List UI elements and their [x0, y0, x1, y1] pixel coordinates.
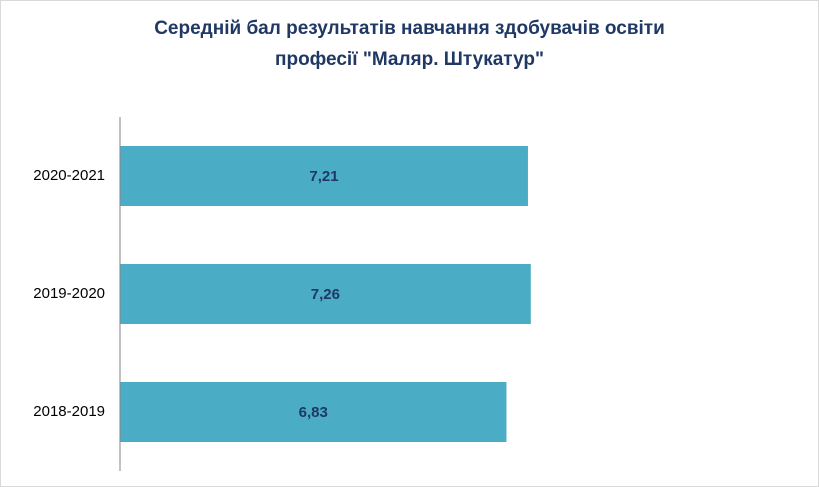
y-tick-label: 2020-2021: [33, 167, 105, 184]
y-tick-label: 2018-2019: [33, 403, 105, 420]
chart-title: Середній бал результатів навчання здобув…: [154, 18, 665, 70]
bar: [120, 264, 531, 324]
value-label: 6,83: [299, 404, 328, 421]
bar: [120, 146, 528, 206]
bar: [120, 382, 507, 442]
value-label: 7,26: [311, 286, 340, 303]
y-tick-label: 2019-2020: [33, 285, 105, 302]
value-label: 7,21: [309, 168, 338, 185]
